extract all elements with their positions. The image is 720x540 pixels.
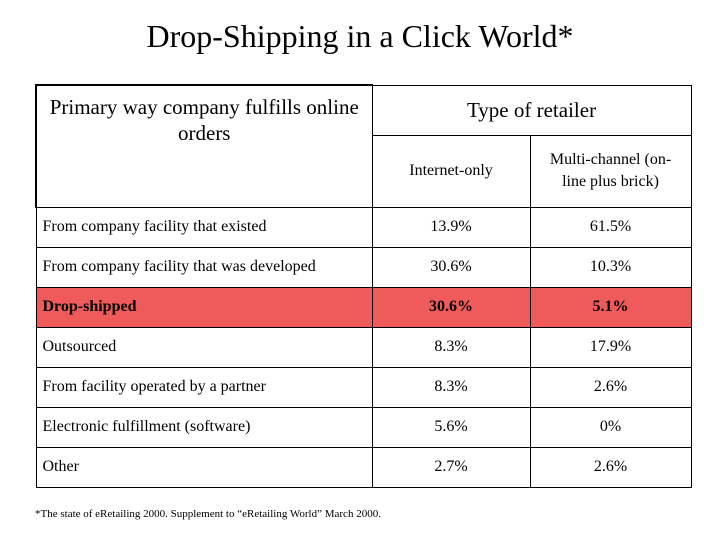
row-label: Other [35,446,373,488]
internet-only-value: 8.3% [371,366,531,408]
table-row: Other 2.7% 2.6% [35,446,692,488]
internet-only-value: 13.9% [371,206,531,248]
internet-only-value: 2.7% [371,446,531,488]
internet-only-value: 30.6% [371,246,531,288]
row-label: From facility operated by a partner [35,366,373,408]
multi-channel-value: 61.5% [529,206,692,248]
fulfillment-table: Primary way company fulfills online orde… [35,84,692,488]
slide-title: Drop-Shipping in a Click World* [146,18,574,54]
multi-channel-value: 17.9% [529,326,692,368]
table-row: Outsourced 8.3% 17.9% [35,326,692,368]
table-row: Electronic fulfillment (software) 5.6% 0… [35,406,692,448]
header-type-of-retailer: Type of retailer [371,84,692,136]
multi-channel-value: 0% [529,406,692,448]
row-label: From company facility that was developed [35,246,373,288]
header-primary-way: Primary way company fulfills online orde… [35,84,373,208]
multi-channel-value: 2.6% [529,446,692,488]
table-row: From facility operated by a partner 8.3%… [35,366,692,408]
row-label: Electronic fulfillment (software) [35,406,373,448]
internet-only-value: 30.6% [371,286,531,328]
table-row-highlighted: Drop-shipped 30.6% 5.1% [35,286,692,328]
multi-channel-value: 5.1% [529,286,692,328]
internet-only-value: 5.6% [371,406,531,448]
fulfillment-table-container: Primary way company fulfills online orde… [35,84,692,488]
row-label: Outsourced [35,326,373,368]
table-row: From company facility that was developed… [35,246,692,288]
footnote: *The state of eRetailing 2000. Supplemen… [35,508,381,520]
internet-only-value: 8.3% [371,326,531,368]
header-multi-channel: Multi-channel (on-line plus brick) [529,134,692,208]
row-label: Drop-shipped [35,286,373,328]
header-internet-only: Internet-only [371,134,531,208]
table-row: From company facility that existed 13.9%… [35,206,692,248]
multi-channel-value: 10.3% [529,246,692,288]
multi-channel-value: 2.6% [529,366,692,408]
row-label: From company facility that existed [35,206,373,248]
